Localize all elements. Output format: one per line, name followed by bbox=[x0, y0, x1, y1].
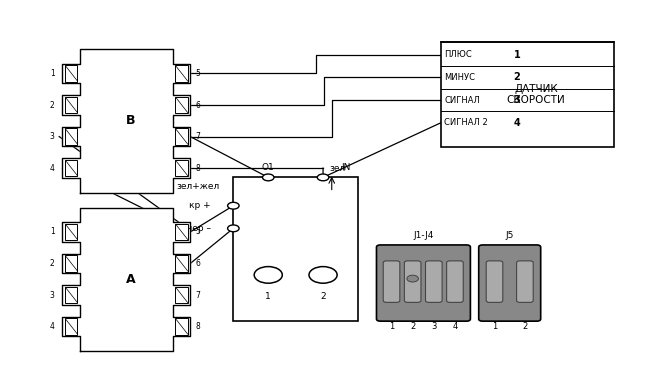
FancyBboxPatch shape bbox=[447, 261, 463, 302]
Text: 1: 1 bbox=[389, 322, 394, 331]
Bar bbox=[65, 128, 78, 145]
Circle shape bbox=[228, 202, 239, 209]
Text: СИГНАЛ: СИГНАЛ bbox=[444, 95, 480, 105]
Text: 2: 2 bbox=[320, 292, 326, 301]
Text: B: B bbox=[126, 114, 136, 127]
Circle shape bbox=[407, 275, 419, 282]
Text: чер –: чер – bbox=[187, 224, 211, 233]
Text: 8: 8 bbox=[196, 322, 200, 331]
Bar bbox=[175, 97, 188, 113]
FancyBboxPatch shape bbox=[516, 261, 533, 302]
Text: 2: 2 bbox=[522, 322, 527, 331]
Bar bbox=[65, 318, 78, 335]
Text: 4: 4 bbox=[50, 164, 55, 172]
Text: 5: 5 bbox=[196, 69, 200, 78]
FancyBboxPatch shape bbox=[376, 245, 470, 321]
Text: 8: 8 bbox=[196, 164, 200, 172]
FancyBboxPatch shape bbox=[404, 261, 421, 302]
Text: 1: 1 bbox=[50, 228, 55, 236]
Text: 4: 4 bbox=[452, 322, 458, 331]
Polygon shape bbox=[63, 208, 190, 351]
FancyBboxPatch shape bbox=[426, 261, 442, 302]
Bar bbox=[65, 224, 78, 240]
Bar bbox=[65, 255, 78, 272]
Bar bbox=[175, 128, 188, 145]
Circle shape bbox=[263, 174, 274, 181]
Text: 3: 3 bbox=[50, 132, 55, 141]
Text: 1: 1 bbox=[50, 69, 55, 78]
Text: 3: 3 bbox=[50, 291, 55, 300]
Bar bbox=[175, 318, 188, 335]
Text: 7: 7 bbox=[196, 291, 200, 300]
Text: 3: 3 bbox=[514, 95, 520, 105]
Text: 1: 1 bbox=[514, 50, 520, 60]
Circle shape bbox=[228, 225, 239, 232]
Polygon shape bbox=[63, 49, 190, 192]
Text: ПЛЮС: ПЛЮС bbox=[444, 50, 472, 59]
Text: 2: 2 bbox=[410, 322, 415, 331]
Circle shape bbox=[254, 266, 282, 283]
Text: 4: 4 bbox=[514, 118, 520, 128]
Circle shape bbox=[318, 174, 329, 181]
Text: 6: 6 bbox=[196, 100, 200, 110]
Text: 6: 6 bbox=[196, 259, 200, 268]
Bar bbox=[175, 160, 188, 176]
Text: ДАТЧИК
СКОРОСТИ: ДАТЧИК СКОРОСТИ bbox=[507, 84, 565, 105]
Text: 1: 1 bbox=[265, 292, 271, 301]
Bar bbox=[175, 224, 188, 240]
Text: J1-J4: J1-J4 bbox=[413, 231, 434, 240]
Bar bbox=[175, 65, 188, 82]
Text: 4: 4 bbox=[50, 322, 55, 331]
Bar bbox=[233, 177, 358, 321]
Text: 7: 7 bbox=[196, 132, 200, 141]
FancyBboxPatch shape bbox=[479, 245, 541, 321]
Text: J5: J5 bbox=[505, 231, 514, 240]
Text: 2: 2 bbox=[514, 72, 520, 82]
Text: МИНУС: МИНУС bbox=[444, 73, 475, 82]
FancyBboxPatch shape bbox=[383, 261, 400, 302]
Text: 1: 1 bbox=[492, 322, 497, 331]
FancyBboxPatch shape bbox=[486, 261, 503, 302]
Text: кр +: кр + bbox=[189, 201, 211, 210]
Bar bbox=[441, 42, 614, 147]
Text: A: A bbox=[126, 273, 136, 286]
Bar bbox=[65, 65, 78, 82]
Bar bbox=[65, 160, 78, 176]
Text: IN: IN bbox=[341, 163, 350, 172]
Text: 2: 2 bbox=[50, 100, 55, 110]
Text: 2: 2 bbox=[50, 259, 55, 268]
Bar bbox=[175, 255, 188, 272]
Text: 3: 3 bbox=[431, 322, 436, 331]
Circle shape bbox=[309, 266, 337, 283]
Text: СИГНАЛ 2: СИГНАЛ 2 bbox=[444, 118, 488, 127]
Text: зел+жел: зел+жел bbox=[177, 182, 220, 191]
Bar bbox=[65, 97, 78, 113]
Bar bbox=[65, 287, 78, 303]
Bar bbox=[175, 287, 188, 303]
Text: 5: 5 bbox=[196, 228, 200, 236]
Text: O1: O1 bbox=[262, 163, 274, 172]
Text: зел: зел bbox=[329, 164, 346, 174]
